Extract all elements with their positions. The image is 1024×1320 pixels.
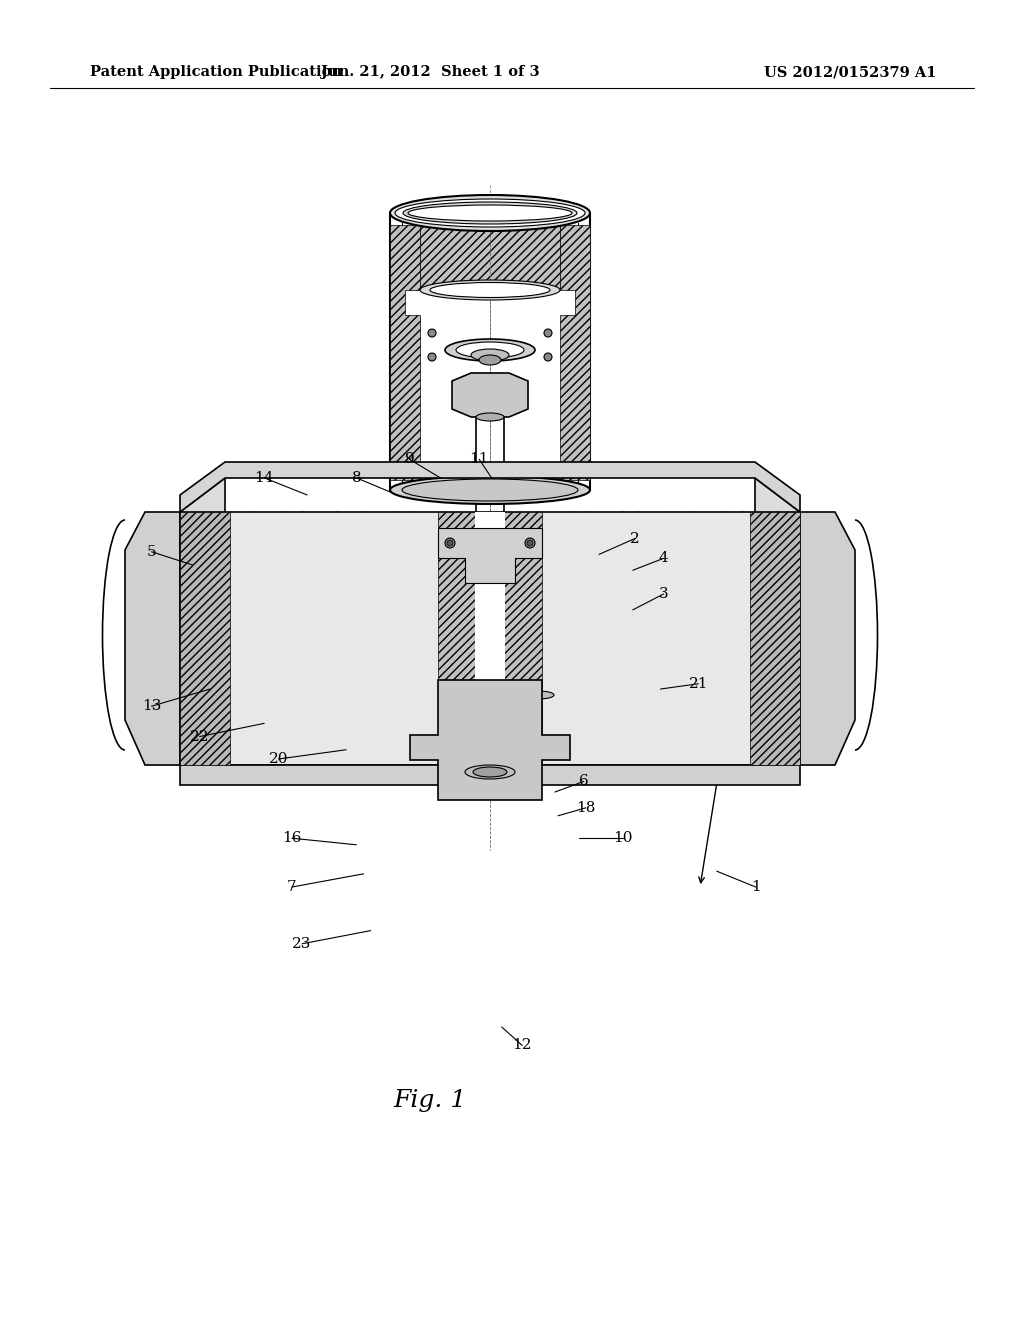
Polygon shape [180,512,230,766]
Text: 20: 20 [268,752,289,766]
Text: 13: 13 [142,700,161,713]
Text: 8: 8 [351,471,361,484]
Text: 5: 5 [146,545,157,558]
Text: 1: 1 [751,880,761,894]
Text: 6: 6 [579,775,589,788]
Polygon shape [125,512,180,766]
Text: 14: 14 [254,471,274,484]
Ellipse shape [522,690,554,700]
Ellipse shape [456,342,524,358]
Polygon shape [755,478,800,576]
Ellipse shape [544,329,552,337]
Text: 3: 3 [658,587,669,601]
Ellipse shape [403,202,577,224]
Ellipse shape [479,355,501,366]
Ellipse shape [445,539,455,548]
Ellipse shape [390,477,590,504]
Text: US 2012/0152379 A1: US 2012/0152379 A1 [764,65,936,79]
Polygon shape [410,680,570,800]
Ellipse shape [476,413,504,421]
Text: Jun. 21, 2012  Sheet 1 of 3: Jun. 21, 2012 Sheet 1 of 3 [321,65,540,79]
Text: 9: 9 [404,453,415,466]
Text: 22: 22 [189,730,210,743]
Ellipse shape [465,766,515,779]
Text: Fig. 1: Fig. 1 [393,1089,467,1111]
Text: 12: 12 [512,1039,532,1052]
Text: 10: 10 [612,832,633,845]
Polygon shape [800,512,855,766]
Polygon shape [452,374,528,417]
Polygon shape [420,224,560,290]
Ellipse shape [544,352,552,360]
Text: 2: 2 [630,532,640,545]
Polygon shape [560,224,590,480]
Ellipse shape [430,282,550,297]
Ellipse shape [408,205,572,220]
Ellipse shape [473,767,507,777]
Polygon shape [390,224,420,480]
Text: 16: 16 [282,832,302,845]
Ellipse shape [447,540,453,546]
Text: 21: 21 [688,677,709,690]
Text: 11: 11 [469,453,489,466]
Ellipse shape [471,348,509,360]
Text: 7: 7 [287,880,297,894]
Ellipse shape [402,479,578,502]
Polygon shape [475,512,505,766]
Polygon shape [180,462,800,512]
Ellipse shape [428,329,436,337]
Polygon shape [438,512,542,766]
Ellipse shape [428,352,436,360]
Polygon shape [180,766,800,785]
Ellipse shape [390,195,590,231]
Ellipse shape [525,539,535,548]
Ellipse shape [420,280,560,300]
Text: 23: 23 [293,937,311,950]
Text: 18: 18 [577,801,595,814]
Text: 4: 4 [658,552,669,565]
Polygon shape [438,528,542,583]
Polygon shape [180,512,800,766]
Ellipse shape [445,339,535,360]
Text: Patent Application Publication: Patent Application Publication [90,65,342,79]
Polygon shape [750,512,800,766]
Polygon shape [180,478,225,576]
Ellipse shape [527,540,534,546]
Ellipse shape [395,199,585,227]
